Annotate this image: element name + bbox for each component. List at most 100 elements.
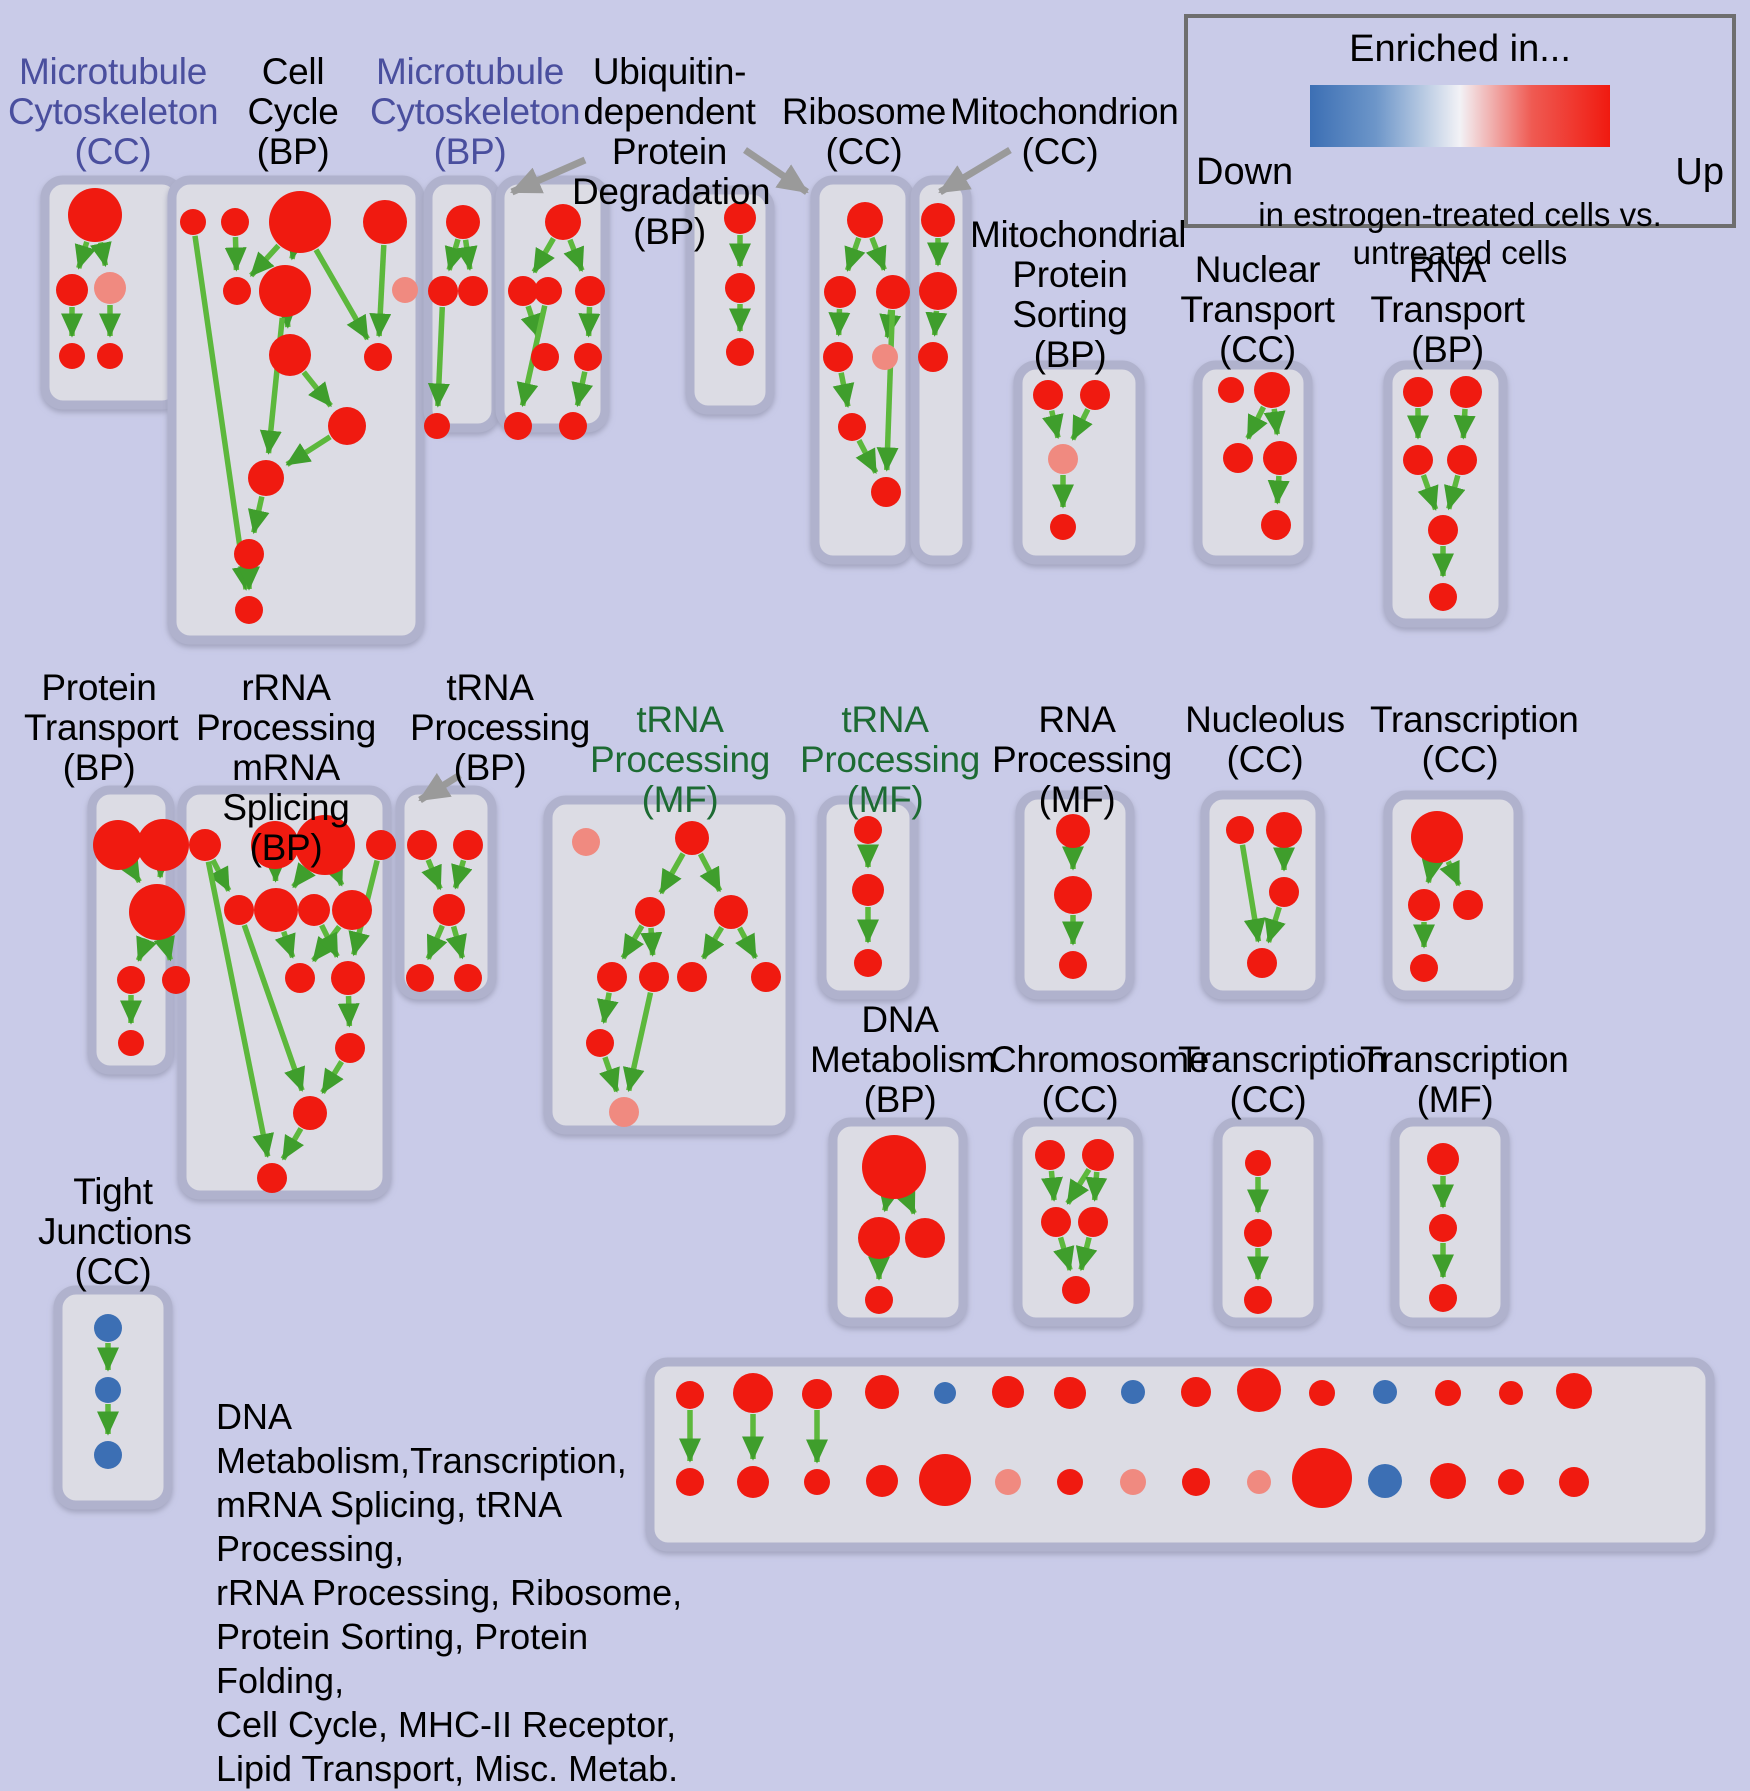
network-node[interactable] — [1247, 948, 1277, 978]
network-node[interactable] — [609, 1097, 639, 1127]
network-node[interactable] — [1181, 1377, 1211, 1407]
network-node[interactable] — [1054, 1377, 1086, 1409]
network-node[interactable] — [59, 343, 85, 369]
network-node[interactable] — [1429, 1214, 1457, 1242]
network-node[interactable] — [1041, 1207, 1071, 1237]
network-node[interactable] — [223, 277, 251, 305]
network-node[interactable] — [1450, 376, 1482, 408]
network-node[interactable] — [1435, 1380, 1461, 1406]
network-node[interactable] — [504, 412, 532, 440]
network-node[interactable] — [453, 830, 483, 860]
network-node[interactable] — [824, 276, 856, 308]
network-node[interactable] — [94, 272, 126, 304]
network-node[interactable] — [1237, 1368, 1281, 1412]
network-node[interactable] — [876, 275, 910, 309]
network-node[interactable] — [677, 962, 707, 992]
network-node[interactable] — [248, 460, 284, 496]
network-node[interactable] — [221, 208, 249, 236]
network-node[interactable] — [508, 276, 538, 306]
network-node[interactable] — [995, 1469, 1021, 1495]
network-node[interactable] — [1050, 514, 1076, 540]
network-node[interactable] — [162, 966, 190, 994]
network-node[interactable] — [1453, 890, 1483, 920]
network-node[interactable] — [1368, 1464, 1402, 1498]
network-node[interactable] — [1429, 1284, 1457, 1312]
network-node[interactable] — [823, 342, 853, 372]
network-node[interactable] — [733, 1373, 773, 1413]
network-node[interactable] — [838, 413, 866, 441]
network-node[interactable] — [919, 272, 957, 310]
network-node[interactable] — [1062, 1276, 1090, 1304]
network-node[interactable] — [737, 1466, 769, 1498]
network-node[interactable] — [1292, 1448, 1352, 1508]
network-node[interactable] — [454, 964, 482, 992]
network-node[interactable] — [1244, 1219, 1272, 1247]
network-node[interactable] — [446, 205, 480, 239]
network-node[interactable] — [1263, 441, 1297, 475]
network-node[interactable] — [1245, 1150, 1271, 1176]
network-node[interactable] — [93, 820, 143, 870]
network-node[interactable] — [392, 277, 418, 303]
network-node[interactable] — [269, 191, 331, 253]
network-node[interactable] — [862, 1135, 926, 1199]
network-node[interactable] — [1430, 1463, 1466, 1499]
network-node[interactable] — [1121, 1380, 1145, 1404]
network-node[interactable] — [675, 821, 709, 855]
network-node[interactable] — [1403, 445, 1433, 475]
network-node[interactable] — [1559, 1467, 1589, 1497]
network-node[interactable] — [1035, 1140, 1065, 1170]
network-node[interactable] — [1244, 1286, 1272, 1314]
network-node[interactable] — [285, 963, 315, 993]
network-node[interactable] — [424, 413, 450, 439]
network-node[interactable] — [919, 1454, 971, 1506]
network-node[interactable] — [407, 830, 437, 860]
network-node[interactable] — [921, 203, 955, 237]
network-node[interactable] — [94, 1441, 122, 1469]
network-node[interactable] — [871, 477, 901, 507]
network-node[interactable] — [1223, 443, 1253, 473]
network-node[interactable] — [559, 412, 587, 440]
network-node[interactable] — [1059, 951, 1087, 979]
network-node[interactable] — [1054, 876, 1092, 914]
network-node[interactable] — [335, 1033, 365, 1063]
network-node[interactable] — [872, 344, 898, 370]
network-node[interactable] — [254, 888, 298, 932]
network-node[interactable] — [1078, 1207, 1108, 1237]
network-node[interactable] — [257, 1163, 287, 1193]
network-node[interactable] — [1120, 1469, 1146, 1495]
network-node[interactable] — [332, 890, 372, 930]
network-node[interactable] — [1218, 377, 1244, 403]
network-node[interactable] — [531, 343, 559, 371]
network-node[interactable] — [905, 1218, 945, 1258]
network-node[interactable] — [934, 1382, 956, 1404]
network-node[interactable] — [1254, 372, 1290, 408]
network-node[interactable] — [1226, 816, 1254, 844]
network-node[interactable] — [852, 874, 884, 906]
network-node[interactable] — [1266, 812, 1302, 848]
network-node[interactable] — [458, 276, 488, 306]
network-node[interactable] — [865, 1375, 899, 1409]
network-node[interactable] — [1082, 1139, 1114, 1171]
network-node[interactable] — [1309, 1380, 1335, 1406]
network-node[interactable] — [406, 964, 434, 992]
network-node[interactable] — [1411, 811, 1463, 863]
network-node[interactable] — [180, 209, 206, 235]
network-node[interactable] — [94, 1314, 122, 1342]
network-node[interactable] — [865, 1286, 893, 1314]
network-node[interactable] — [1499, 1381, 1523, 1405]
network-node[interactable] — [992, 1376, 1024, 1408]
network-node[interactable] — [639, 962, 669, 992]
network-node[interactable] — [1410, 954, 1438, 982]
network-node[interactable] — [224, 895, 254, 925]
network-node[interactable] — [726, 338, 754, 366]
network-node[interactable] — [1408, 889, 1440, 921]
network-node[interactable] — [129, 884, 185, 940]
network-node[interactable] — [1403, 377, 1433, 407]
network-node[interactable] — [1373, 1380, 1397, 1404]
network-node[interactable] — [95, 1377, 121, 1403]
network-node[interactable] — [1429, 583, 1457, 611]
network-node[interactable] — [804, 1469, 830, 1495]
network-node[interactable] — [854, 949, 882, 977]
network-node[interactable] — [751, 962, 781, 992]
network-node[interactable] — [1057, 1469, 1083, 1495]
